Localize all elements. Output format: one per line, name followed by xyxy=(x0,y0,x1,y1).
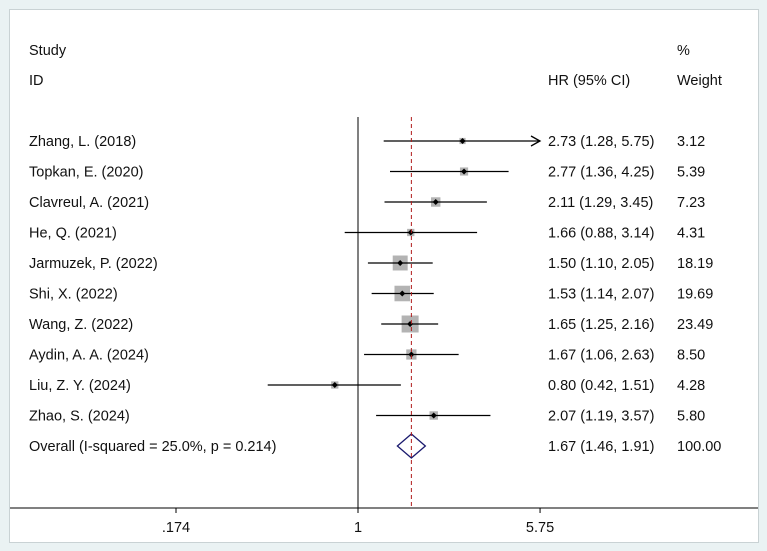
point-estimate xyxy=(461,168,468,175)
point-estimate xyxy=(408,351,415,358)
study-weight: 5.80 xyxy=(677,409,705,425)
point-estimate xyxy=(397,260,404,266)
point-estimate xyxy=(459,138,466,144)
point-estimate xyxy=(399,290,406,297)
study-label: Clavreul, A. (2021) xyxy=(29,195,149,211)
study-label: Zhao, S. (2024) xyxy=(29,409,130,425)
study-weight: 23.49 xyxy=(677,317,713,333)
study-weight: 18.19 xyxy=(677,256,713,272)
forest-plot-frame: Study ID % HR (95% CI) Weight Zhang, L. … xyxy=(9,9,759,543)
study-label: Topkan, E. (2020) xyxy=(29,165,143,181)
header-weight: Weight xyxy=(677,73,722,89)
study-label: Liu, Z. Y. (2024) xyxy=(29,378,131,394)
header-id: ID xyxy=(29,73,44,89)
overall-label: Overall (I-squared = 25.0%, p = 0.214) xyxy=(29,439,276,455)
point-estimate xyxy=(432,199,439,205)
overall-diamond xyxy=(396,433,427,459)
study-weight: 8.50 xyxy=(677,348,705,364)
study-ci-text: 2.77 (1.36, 4.25) xyxy=(548,165,654,181)
x-tick-label: 5.75 xyxy=(526,520,554,536)
point-estimate xyxy=(430,412,437,419)
x-tick-label: 1 xyxy=(354,520,362,536)
overall-weight: 100.00 xyxy=(677,439,721,455)
study-ci-text: 0.80 (0.42, 1.51) xyxy=(548,378,654,394)
x-tick-label: .174 xyxy=(162,520,190,536)
study-ci-text: 1.67 (1.06, 2.63) xyxy=(548,348,654,364)
study-ci-text: 1.66 (0.88, 3.14) xyxy=(548,226,654,242)
study-weight: 7.23 xyxy=(677,195,705,211)
point-estimate xyxy=(407,229,414,236)
forest-plot: Study ID % HR (95% CI) Weight Zhang, L. … xyxy=(10,43,758,536)
study-weight: 3.12 xyxy=(677,134,705,150)
point-estimate xyxy=(331,382,338,388)
study-weight: 4.28 xyxy=(677,378,705,394)
header-weight-percent: % xyxy=(677,43,690,59)
study-ci-text: 2.11 (1.29, 3.45) xyxy=(548,195,653,211)
study-label: Jarmuzek, P. (2022) xyxy=(29,256,158,272)
study-weight: 4.31 xyxy=(677,226,705,242)
study-label: Aydin, A. A. (2024) xyxy=(29,348,149,364)
study-ci-text: 1.53 (1.14, 2.07) xyxy=(548,287,654,303)
study-label: He, Q. (2021) xyxy=(29,226,117,242)
study-ci-text: 1.50 (1.10, 2.05) xyxy=(548,256,654,272)
study-label: Wang, Z. (2022) xyxy=(29,317,133,333)
study-weight: 19.69 xyxy=(677,287,713,303)
overall-ci-text: 1.67 (1.46, 1.91) xyxy=(548,439,654,455)
study-weight: 5.39 xyxy=(677,165,705,181)
study-ci-text: 1.65 (1.25, 2.16) xyxy=(548,317,654,333)
study-ci-text: 2.07 (1.19, 3.57) xyxy=(548,409,654,425)
header-effect: HR (95% CI) xyxy=(548,73,630,89)
study-label: Shi, X. (2022) xyxy=(29,287,118,303)
header-study: Study xyxy=(29,43,67,59)
study-ci-text: 2.73 (1.28, 5.75) xyxy=(548,134,654,150)
ci-arrow xyxy=(530,135,542,147)
study-label: Zhang, L. (2018) xyxy=(29,134,136,150)
